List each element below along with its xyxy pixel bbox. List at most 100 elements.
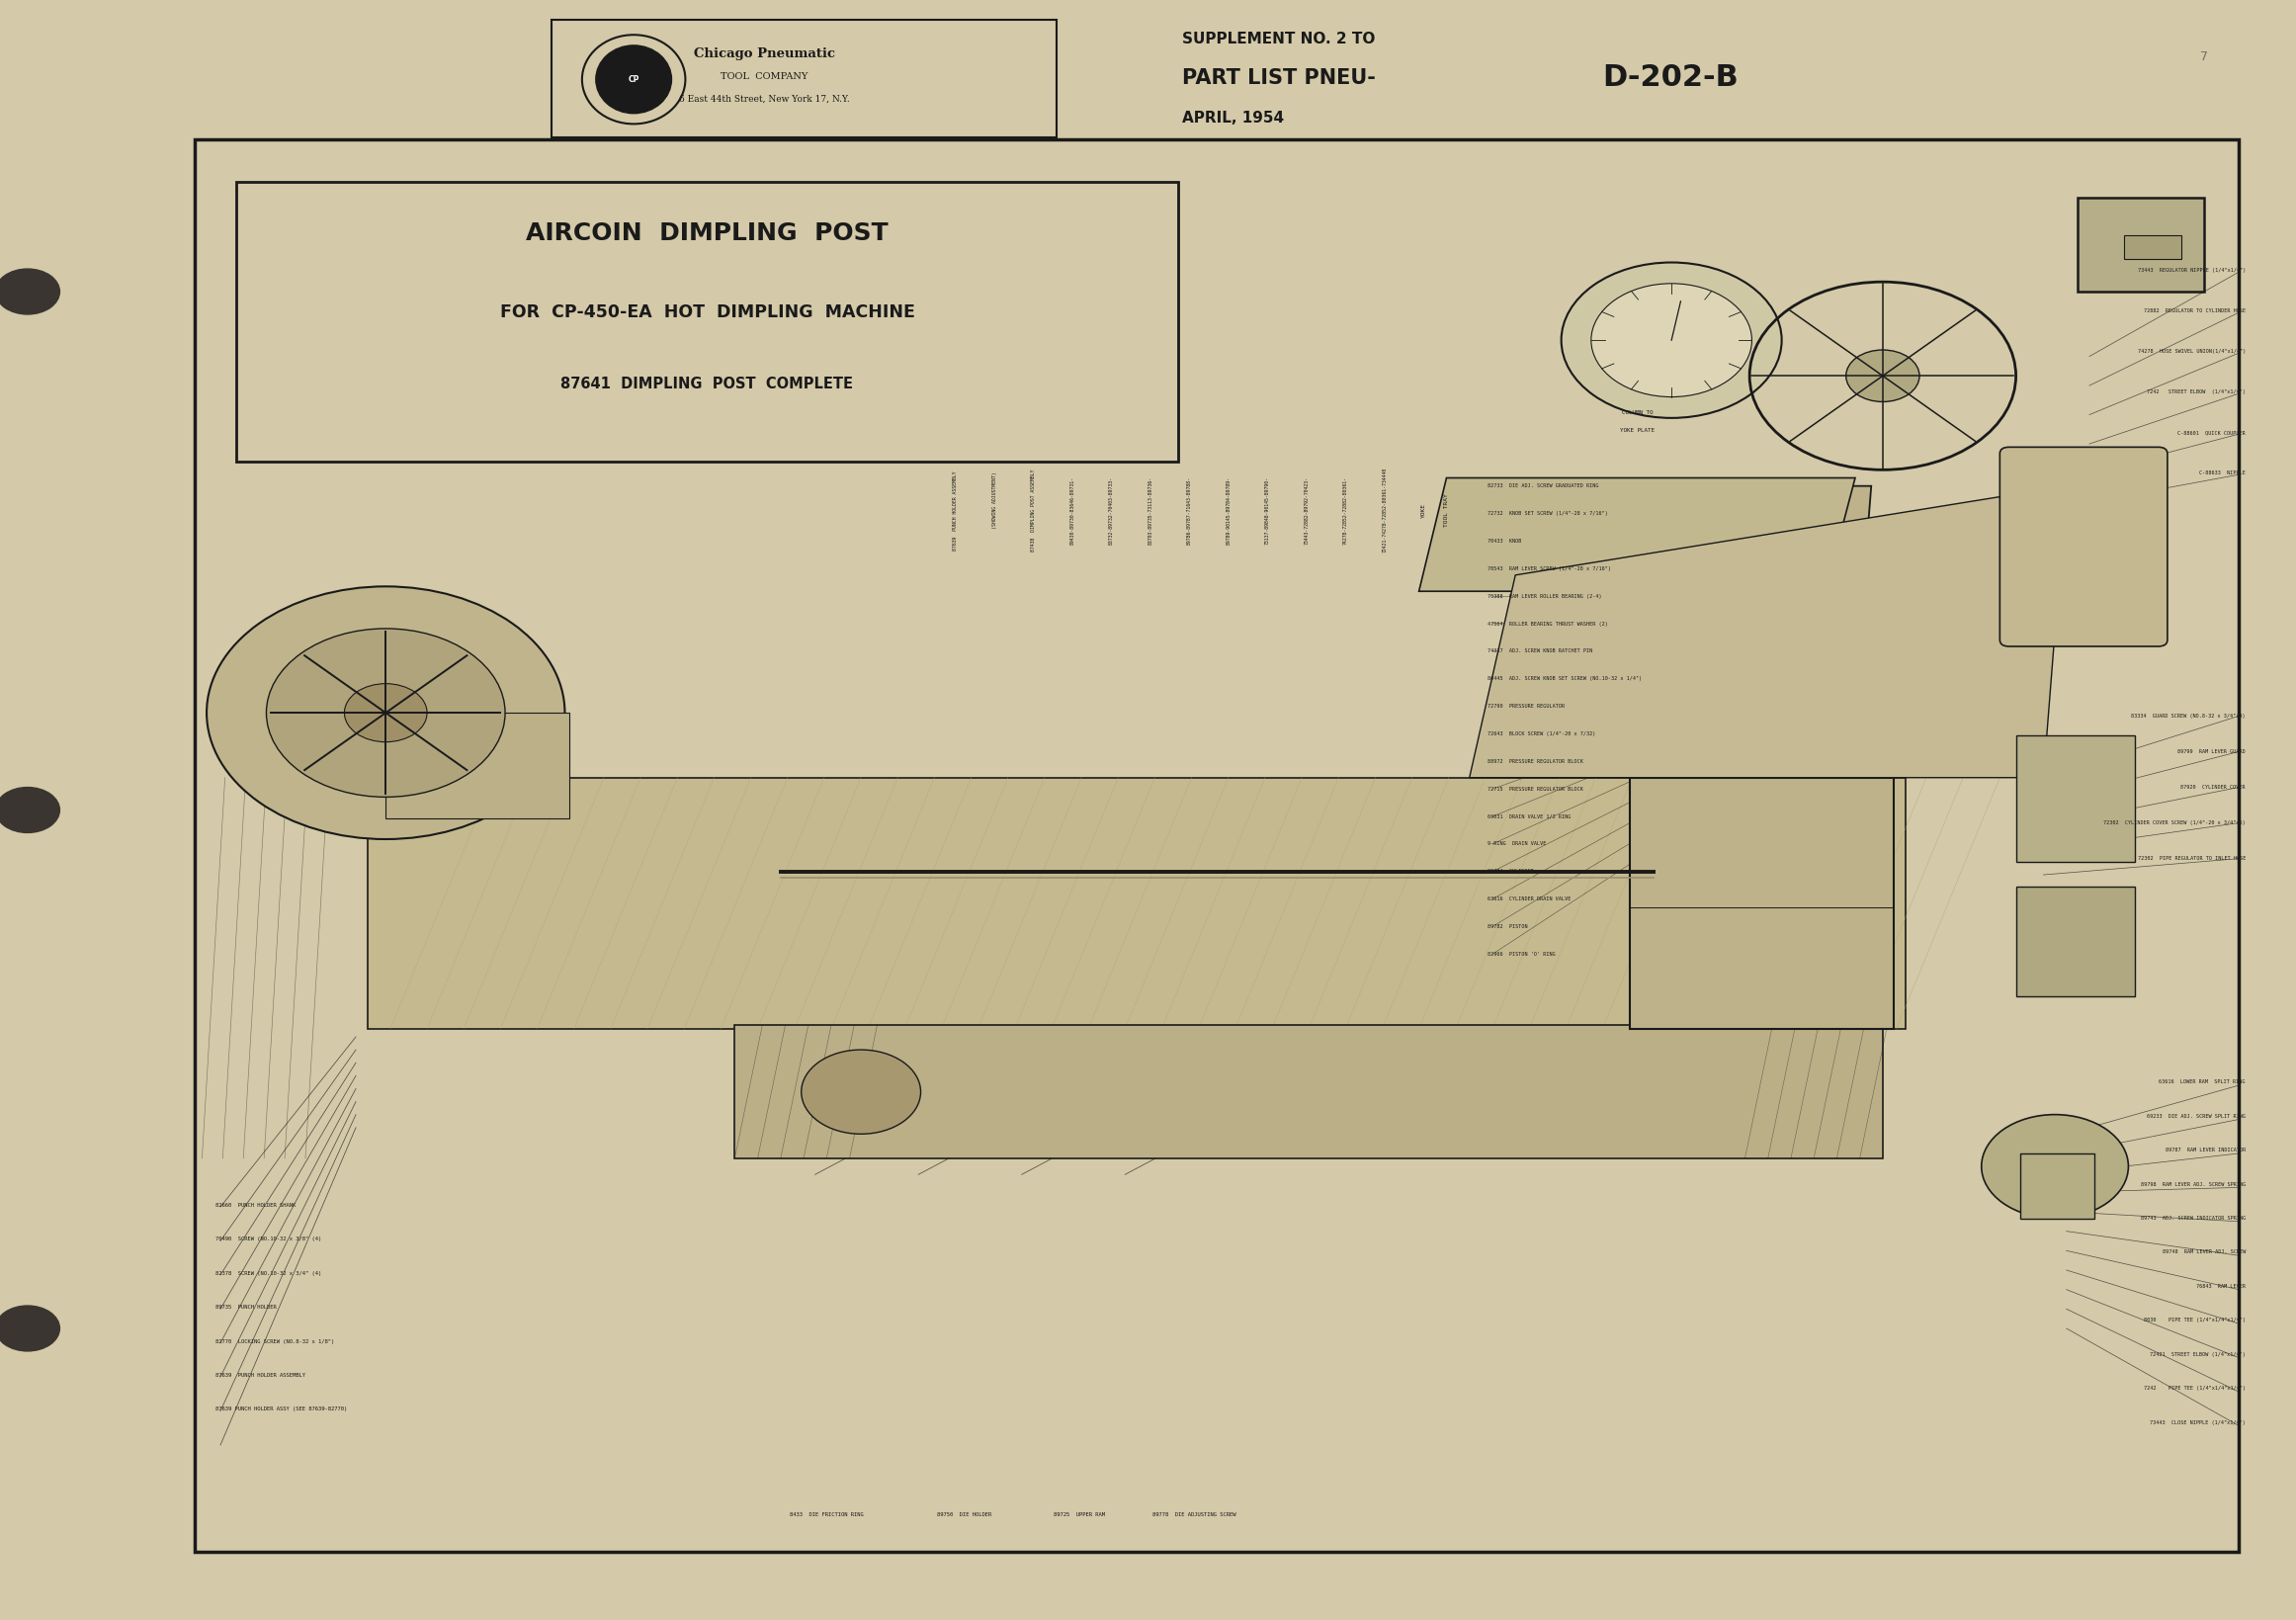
Bar bbox=[2020, 1153, 2094, 1218]
Circle shape bbox=[266, 629, 505, 797]
Text: TOOL TRAY: TOOL TRAY bbox=[1444, 494, 1449, 526]
Text: 8433  DIE FRICTION RING: 8433 DIE FRICTION RING bbox=[790, 1511, 863, 1518]
Text: 70388  RAM LEVER ROLLER BEARING (2-4): 70388 RAM LEVER ROLLER BEARING (2-4) bbox=[1488, 593, 1603, 599]
Polygon shape bbox=[1469, 486, 2066, 778]
Text: TOOL  COMPANY: TOOL COMPANY bbox=[721, 71, 808, 81]
Text: 9-RING  DRAIN VALVE: 9-RING DRAIN VALVE bbox=[1488, 841, 1548, 847]
Text: C-88601  QUICK COUPLER: C-88601 QUICK COUPLER bbox=[2177, 429, 2245, 436]
Text: 73137-89848-90145-89790-: 73137-89848-90145-89790- bbox=[1265, 476, 1270, 544]
Text: 87920  CYLINDER COVER: 87920 CYLINDER COVER bbox=[2181, 784, 2245, 791]
Text: 72790  PRESSURE REGULATOR: 72790 PRESSURE REGULATOR bbox=[1488, 703, 1566, 710]
Text: CP: CP bbox=[629, 75, 638, 84]
Text: 83703-89735-73113-89736-: 83703-89735-73113-89736- bbox=[1148, 476, 1153, 544]
Text: FOR  CP-450-EA  HOT  DIMPLING  MACHINE: FOR CP-450-EA HOT DIMPLING MACHINE bbox=[501, 305, 914, 321]
Text: 89789-90145-89784-89789-: 89789-90145-89784-89789- bbox=[1226, 476, 1231, 544]
FancyBboxPatch shape bbox=[2000, 447, 2167, 646]
Circle shape bbox=[0, 269, 60, 314]
Text: 72715  PRESSURE REGULATOR BLOCK: 72715 PRESSURE REGULATOR BLOCK bbox=[1488, 786, 1584, 792]
Text: YOKE PLATE: YOKE PLATE bbox=[1619, 428, 1655, 434]
Text: 7242   STREET ELBOW  (1/4"x1/4"): 7242 STREET ELBOW (1/4"x1/4") bbox=[2147, 389, 2245, 395]
Circle shape bbox=[207, 586, 565, 839]
Text: 47564  ROLLER BEARING THRUST WASHER (2): 47564 ROLLER BEARING THRUST WASHER (2) bbox=[1488, 620, 1607, 627]
Text: 7: 7 bbox=[2200, 50, 2209, 63]
Polygon shape bbox=[367, 778, 1906, 1029]
Text: 89725  UPPER RAM: 89725 UPPER RAM bbox=[1054, 1511, 1104, 1518]
Text: YOKE: YOKE bbox=[1421, 502, 1426, 518]
Text: APRIL, 1954: APRIL, 1954 bbox=[1182, 110, 1283, 126]
Text: 89782  PISTON: 89782 PISTON bbox=[1488, 923, 1527, 930]
Text: 82966  PISTON 'O' RING: 82966 PISTON 'O' RING bbox=[1488, 951, 1557, 957]
Text: 89778  DIE ADJUSTING SCREW: 89778 DIE ADJUSTING SCREW bbox=[1153, 1511, 1235, 1518]
Text: PART LIST PNEU-: PART LIST PNEU- bbox=[1182, 68, 1375, 87]
Circle shape bbox=[1981, 1115, 2128, 1218]
Bar bbox=[2124, 235, 2181, 259]
Ellipse shape bbox=[595, 45, 670, 113]
Text: 7242    PIPE TEE (1/4"x1/4"x1/4"): 7242 PIPE TEE (1/4"x1/4"x1/4") bbox=[2144, 1385, 2245, 1392]
Text: 73443-72882-89792-70423-: 73443-72882-89792-70423- bbox=[1304, 476, 1309, 544]
Text: 89734  CYLINDER: 89734 CYLINDER bbox=[1488, 868, 1534, 875]
Text: AIRCOIN  DIMPLING  POST: AIRCOIN DIMPLING POST bbox=[526, 222, 889, 245]
Text: 87438  DIMPLING POST ASSEMBLY: 87438 DIMPLING POST ASSEMBLY bbox=[1031, 470, 1035, 551]
Text: 83732-89732-70403-89733-: 83732-89732-70403-89733- bbox=[1109, 476, 1114, 544]
Text: 74278  HOSE SWIVEL UNION(1/4"x1/4"): 74278 HOSE SWIVEL UNION(1/4"x1/4") bbox=[2138, 348, 2245, 355]
Text: 72302  CYLINDER COVER SCREW (1/4"-20 x 3/4"(6): 72302 CYLINDER COVER SCREW (1/4"-20 x 3/… bbox=[2103, 820, 2245, 826]
Text: 89799  RAM LEVER GUARD: 89799 RAM LEVER GUARD bbox=[2177, 748, 2245, 755]
Bar bbox=[386, 713, 569, 818]
Text: 89735  PUNCH HOLDER: 89735 PUNCH HOLDER bbox=[216, 1304, 278, 1311]
Text: D-202-B: D-202-B bbox=[1603, 63, 1738, 92]
Text: 76843  RAM LEVER: 76843 RAM LEVER bbox=[2195, 1283, 2245, 1290]
Circle shape bbox=[1591, 284, 1752, 397]
Text: 63616  LOWER RAM  SPLIT RING: 63616 LOWER RAM SPLIT RING bbox=[2158, 1079, 2245, 1085]
Text: 70490  SCREW (NO.10-32 x 3/8" (4): 70490 SCREW (NO.10-32 x 3/8" (4) bbox=[216, 1236, 321, 1243]
Text: 89798  RAM LEVER ADJ. SCREW SPRING: 89798 RAM LEVER ADJ. SCREW SPRING bbox=[2140, 1181, 2245, 1187]
Circle shape bbox=[0, 787, 60, 833]
Text: 87639  PUNCH HOLDER ASSEMBLY: 87639 PUNCH HOLDER ASSEMBLY bbox=[953, 470, 957, 551]
Text: 83334  GUARD SCREW (NO.8-32 x 3/4"(4): 83334 GUARD SCREW (NO.8-32 x 3/4"(4) bbox=[2131, 713, 2245, 719]
Text: 70543  RAM LEVER SCREW (1/4"-28 x 7/16"): 70543 RAM LEVER SCREW (1/4"-28 x 7/16") bbox=[1488, 565, 1612, 572]
Text: 72421-74278-72852-80361-734440: 72421-74278-72852-80361-734440 bbox=[1382, 468, 1387, 552]
Text: 8030    PIPE TEE (1/4"x1/4"x1/4"): 8030 PIPE TEE (1/4"x1/4"x1/4") bbox=[2144, 1317, 2245, 1324]
Text: 72643  BLOCK SCREW (1/4"-20 x 7/32): 72643 BLOCK SCREW (1/4"-20 x 7/32) bbox=[1488, 731, 1596, 737]
Text: 72732  KNOB SET SCREW (1/4"-28 x 7/16"): 72732 KNOB SET SCREW (1/4"-28 x 7/16") bbox=[1488, 510, 1607, 517]
Text: 87639 PUNCH HOLDER ASSY (SEE 87639-82770): 87639 PUNCH HOLDER ASSY (SEE 87639-82770… bbox=[216, 1406, 347, 1413]
Polygon shape bbox=[1711, 486, 1871, 778]
Text: 89743  ADJ. SCREW INDICATOR SPRING: 89743 ADJ. SCREW INDICATOR SPRING bbox=[2140, 1215, 2245, 1221]
Circle shape bbox=[0, 1306, 60, 1351]
Text: 74317  ADJ. SCREW KNOB RATCHET PIN: 74317 ADJ. SCREW KNOB RATCHET PIN bbox=[1488, 648, 1593, 654]
Bar bbox=[2016, 735, 2135, 862]
Text: 87641  DIMPLING  POST  COMPLETE: 87641 DIMPLING POST COMPLETE bbox=[560, 376, 854, 392]
Circle shape bbox=[1561, 262, 1782, 418]
Text: 89786-89787-71643-89788-: 89786-89787-71643-89788- bbox=[1187, 476, 1192, 544]
Circle shape bbox=[1846, 350, 1919, 402]
Text: 88972  PRESSURE REGULATOR BLOCK: 88972 PRESSURE REGULATOR BLOCK bbox=[1488, 758, 1584, 765]
Text: 74278-72852-72882-80361-: 74278-72852-72882-80361- bbox=[1343, 476, 1348, 544]
Circle shape bbox=[801, 1050, 921, 1134]
FancyBboxPatch shape bbox=[551, 19, 1056, 138]
Text: 89750  DIE HOLDER: 89750 DIE HOLDER bbox=[937, 1511, 992, 1518]
Text: 82378  SCREW (NO.10-32 x 3/4" (4): 82378 SCREW (NO.10-32 x 3/4" (4) bbox=[216, 1270, 321, 1277]
Text: COLUMN TO: COLUMN TO bbox=[1621, 410, 1653, 416]
Text: (SHOWING ADJUSTMENT): (SHOWING ADJUSTMENT) bbox=[992, 471, 996, 549]
Polygon shape bbox=[1419, 478, 1855, 591]
Bar bbox=[2078, 198, 2204, 292]
Text: 82660  PUNCH HOLDER SHANK: 82660 PUNCH HOLDER SHANK bbox=[216, 1202, 296, 1209]
Text: 73443  CLOSE NIPPLE (1/4"x1/4"): 73443 CLOSE NIPPLE (1/4"x1/4") bbox=[2149, 1419, 2245, 1426]
Circle shape bbox=[344, 684, 427, 742]
Text: SUPPLEMENT NO. 2 TO: SUPPLEMENT NO. 2 TO bbox=[1182, 31, 1375, 47]
Text: 82733  DIE ADJ. SCREW GRADUATED RING: 82733 DIE ADJ. SCREW GRADUATED RING bbox=[1488, 483, 1598, 489]
Text: 72302  PIPE REGULATOR TO INLET HOSE: 72302 PIPE REGULATOR TO INLET HOSE bbox=[2138, 855, 2245, 862]
Text: 72882  REGULATOR TO CYLINDER HOSE: 72882 REGULATOR TO CYLINDER HOSE bbox=[2144, 308, 2245, 314]
Text: 70433  KNOB: 70433 KNOB bbox=[1488, 538, 1522, 544]
Text: 82770  LOCKING SCREW (NO.8-32 x 1/8"): 82770 LOCKING SCREW (NO.8-32 x 1/8") bbox=[216, 1338, 335, 1345]
Bar bbox=[195, 139, 2239, 1552]
Text: Chicago Pneumatic: Chicago Pneumatic bbox=[693, 47, 836, 60]
Text: 87639  PUNCH HOLDER ASSEMBLY: 87639 PUNCH HOLDER ASSEMBLY bbox=[216, 1372, 305, 1379]
Text: C-88633  NIPPLE: C-88633 NIPPLE bbox=[2200, 470, 2245, 476]
Text: 69233  DIE ADJ. SCREW SPLIT RING: 69233 DIE ADJ. SCREW SPLIT RING bbox=[2147, 1113, 2245, 1119]
Text: 6 East 44th Street, New York 17, N.Y.: 6 East 44th Street, New York 17, N.Y. bbox=[680, 94, 850, 104]
Text: 72421  STREET ELBOW (1/4"x1/4"): 72421 STREET ELBOW (1/4"x1/4") bbox=[2149, 1351, 2245, 1358]
Text: 63616  CYLINDER DRAIN VALVE: 63616 CYLINDER DRAIN VALVE bbox=[1488, 896, 1570, 902]
Text: 89787  RAM LEVER INDICATOR: 89787 RAM LEVER INDICATOR bbox=[2165, 1147, 2245, 1153]
Text: 69031  DRAIN VALVE 1/2 RING: 69031 DRAIN VALVE 1/2 RING bbox=[1488, 813, 1570, 820]
Text: 73443  REGULATOR NIPPLE (1/4"x1/4"): 73443 REGULATOR NIPPLE (1/4"x1/4") bbox=[2138, 267, 2245, 274]
